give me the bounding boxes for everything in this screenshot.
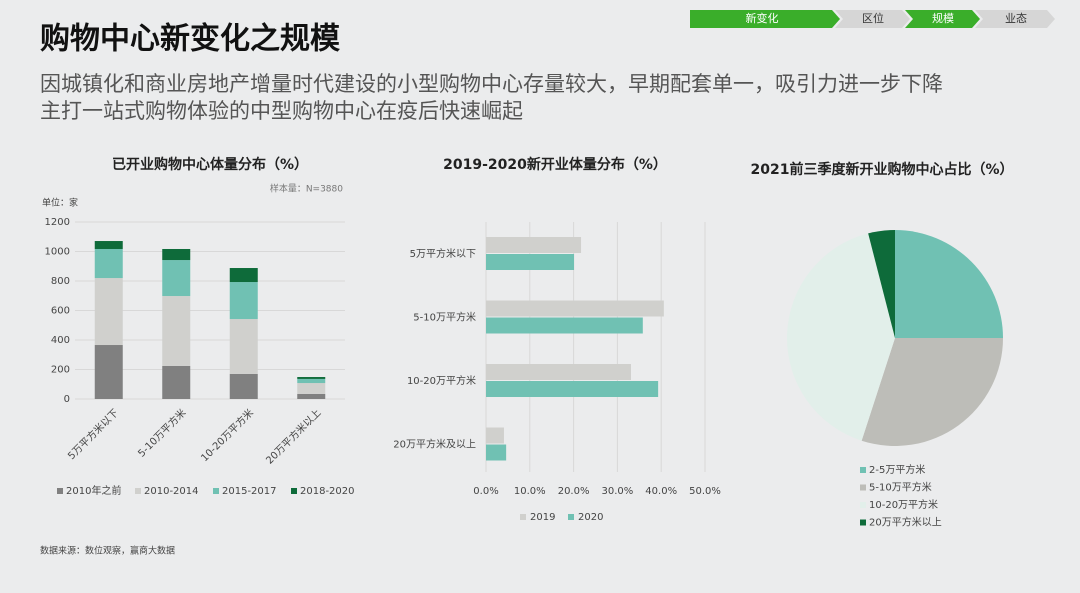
x-tick-label: 50.0%: [689, 486, 721, 497]
bar: [486, 444, 507, 461]
legend-swatch: [860, 519, 866, 526]
x-tick-label: 30.0%: [602, 486, 634, 497]
x-tick-label: 40.0%: [645, 486, 677, 497]
chart-title: 2019-2020新开业体量分布（%）: [443, 156, 667, 173]
chart-title: 已开业购物中心体量分布（%）: [112, 156, 308, 173]
y-tick-label: 800: [51, 276, 70, 287]
bar: [486, 254, 575, 270]
nav-label: 区位: [862, 11, 884, 25]
legend-label: 20万平方米以上: [869, 516, 942, 529]
pie-slice: [786, 233, 895, 441]
y-tick-label: 20万平方米及以上: [393, 438, 476, 451]
bar-segment: [162, 296, 191, 366]
bar: [486, 300, 664, 317]
bar-segment: [297, 393, 326, 399]
subtitle: 因城镇化和商业房地产增量时代建设的小型购物中心存量较大，早期配套单一，吸引力进一…: [40, 72, 943, 96]
bar-segment: [162, 365, 191, 399]
x-tick-label: 5-10万平方米: [135, 406, 189, 460]
bar: [486, 317, 643, 334]
chart-title: 2021前三季度新开业购物中心占比（%）: [751, 161, 1014, 178]
pie-slice: [861, 338, 1003, 446]
legend-label: 2010年之前: [66, 484, 121, 497]
bar: [486, 364, 631, 380]
bar: [486, 381, 659, 397]
x-tick-label: 0.0%: [473, 486, 498, 497]
bar-segment: [94, 248, 123, 279]
legend-label: 10-20万平方米: [869, 498, 938, 511]
x-tick-label: 10.0%: [514, 486, 546, 497]
legend-label: 2015-2017: [222, 486, 277, 497]
y-tick-label: 600: [51, 306, 70, 317]
legend-label: 2019: [530, 512, 555, 523]
legend-swatch: [213, 488, 219, 494]
bar-segment: [94, 241, 123, 249]
bar-segment: [94, 278, 123, 346]
legend-swatch: [520, 514, 526, 520]
bar-segment: [162, 248, 191, 261]
legend-swatch: [860, 502, 866, 508]
nav-tab: [905, 10, 980, 28]
nav-label: 规模: [932, 11, 954, 25]
y-tick-label: 0: [64, 394, 70, 405]
bar-segment: [229, 373, 258, 399]
nav-label: 业态: [1005, 12, 1027, 25]
bar: [486, 427, 504, 444]
x-tick-label: 20万平方米以上: [263, 406, 324, 467]
subtitle: 主打一站式购物体验的中型购物中心在疫后快速崛起: [40, 99, 523, 123]
y-tick-label: 1200: [45, 217, 70, 228]
bar-segment: [162, 260, 191, 297]
legend-swatch: [860, 484, 866, 491]
annotation: 样本量：N=3880: [270, 183, 343, 195]
y-tick-label: 1000: [45, 247, 70, 258]
legend-label: 2018-2020: [300, 486, 355, 497]
bar: [486, 237, 582, 253]
legend-label: 2010-2014: [144, 486, 199, 497]
y-tick-label: 400: [51, 335, 70, 346]
y-tick-label: 5万平方米以下: [410, 247, 476, 260]
slide-title: 购物中心新变化之规模: [40, 22, 340, 57]
x-tick-label: 5万平方米以下: [65, 406, 121, 462]
bar-segment: [229, 319, 258, 374]
nav-tab: [975, 10, 1055, 28]
legend-label: 5-10万平方米: [869, 481, 932, 494]
legend-label: 2020: [578, 512, 603, 523]
legend-swatch: [860, 467, 866, 473]
legend-swatch: [568, 514, 574, 520]
pie-slice: [895, 230, 1003, 338]
annotation: 单位：家: [42, 197, 78, 209]
bar-segment: [229, 282, 258, 320]
bar-segment: [297, 383, 326, 394]
y-tick-label: 5-10万平方米: [413, 311, 476, 324]
legend-swatch: [135, 488, 141, 494]
source: 数据来源：数位观察，赢商大数据: [40, 545, 175, 557]
legend-swatch: [57, 488, 63, 494]
x-tick-label: 10-20万平方米: [198, 406, 256, 464]
legend-label: 2-5万平方米: [869, 463, 925, 476]
bar-segment: [229, 268, 258, 283]
nav-tab: [690, 10, 840, 28]
pie-slice: [868, 230, 895, 338]
x-tick-label: 20.0%: [558, 486, 590, 497]
bar-segment: [297, 377, 326, 379]
bar-segment: [297, 378, 326, 384]
nav-label: 新变化: [746, 11, 779, 25]
y-tick-label: 200: [51, 365, 70, 376]
y-tick-label: 10-20万平方米: [407, 374, 476, 387]
nav-tab: [835, 10, 910, 28]
legend-swatch: [291, 488, 297, 494]
bar-segment: [94, 345, 123, 399]
